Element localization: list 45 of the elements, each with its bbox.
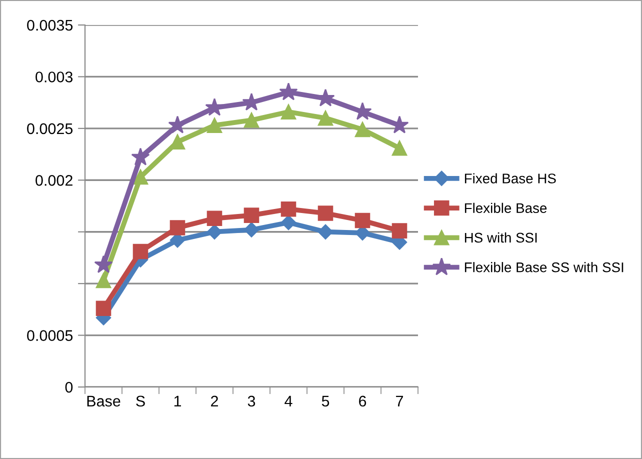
point	[206, 224, 222, 240]
point	[318, 206, 334, 221]
y-tick-label: 0	[65, 382, 73, 393]
y-tick-label: 0.0035	[27, 20, 73, 31]
y-tick-label: 0.002	[36, 175, 72, 186]
point	[279, 82, 298, 100]
point	[244, 208, 260, 223]
point	[205, 98, 224, 116]
point	[206, 118, 222, 133]
point	[96, 300, 112, 316]
legend-label: Flexible Base	[464, 202, 547, 214]
x-tick-label: Base	[87, 396, 120, 407]
point	[94, 255, 113, 273]
y-tick-label: 0.003	[36, 72, 73, 82]
point	[354, 212, 370, 228]
y-tick-label: 0.0005	[27, 330, 73, 341]
x-tick-label: 4	[284, 396, 292, 406]
point	[206, 210, 222, 226]
point	[132, 169, 148, 185]
point	[280, 214, 296, 230]
point	[354, 122, 370, 138]
point	[392, 140, 408, 156]
x-tick-label: 1	[174, 396, 182, 406]
point	[96, 272, 112, 288]
x-tick-label: 2	[211, 396, 218, 406]
x-tick-label: 7	[396, 396, 403, 406]
point	[244, 112, 260, 128]
legend-label: HS with SSI	[464, 232, 537, 243]
point	[318, 224, 334, 240]
point	[280, 201, 296, 217]
x-tick-label: 5	[322, 396, 330, 407]
x-tick-label: S	[136, 396, 145, 407]
x-tick-label: 6	[359, 396, 366, 407]
legend-label: Fixed Base HS	[464, 173, 556, 184]
point	[280, 104, 296, 120]
point	[244, 222, 260, 238]
legend-label: Flexible Base SS with SSI	[464, 262, 624, 272]
x-tick-label: 3	[248, 396, 256, 407]
point	[170, 220, 186, 236]
point	[168, 116, 187, 134]
point	[392, 223, 408, 238]
point	[318, 110, 334, 126]
point	[131, 148, 150, 166]
point	[132, 244, 148, 260]
y-tick-label: 0.0025	[27, 123, 73, 134]
